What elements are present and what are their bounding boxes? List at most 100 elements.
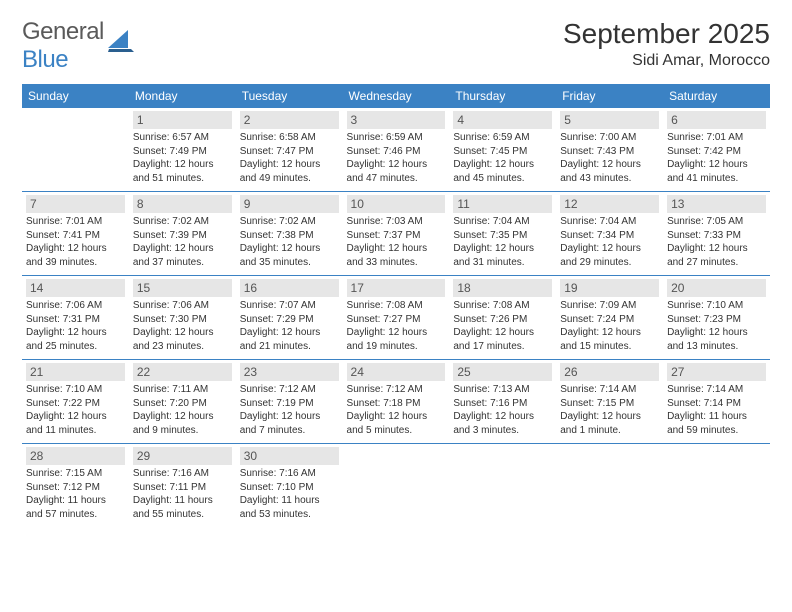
sunset-text: Sunset: 7:45 PM bbox=[453, 145, 552, 159]
day-info: Sunrise: 7:00 AMSunset: 7:43 PMDaylight:… bbox=[560, 131, 659, 185]
day-info: Sunrise: 7:06 AMSunset: 7:31 PMDaylight:… bbox=[26, 299, 125, 353]
day-header: Sunday bbox=[22, 84, 129, 108]
day-info: Sunrise: 7:03 AMSunset: 7:37 PMDaylight:… bbox=[347, 215, 446, 269]
sunset-text: Sunset: 7:23 PM bbox=[667, 313, 766, 327]
day-number: 23 bbox=[240, 363, 339, 381]
day-info: Sunrise: 7:07 AMSunset: 7:29 PMDaylight:… bbox=[240, 299, 339, 353]
daylight-text: Daylight: 12 hours and 19 minutes. bbox=[347, 326, 446, 353]
calendar-cell: 26 Sunrise: 7:14 AMSunset: 7:15 PMDayligh… bbox=[556, 360, 663, 444]
calendar-cell: 17Sunrise: 7:08 AMSunset: 7:27 PMDayligh… bbox=[343, 276, 450, 360]
day-number: 27 bbox=[667, 363, 766, 381]
sunrise-text: Sunrise: 7:02 AM bbox=[133, 215, 232, 229]
sunset-text: Sunset: 7:42 PM bbox=[667, 145, 766, 159]
calendar-table: SundayMondayTuesdayWednesdayThursdayFrid… bbox=[22, 84, 770, 527]
sunset-text: Sunset: 7:10 PM bbox=[240, 481, 339, 495]
daylight-text: Daylight: 12 hours and 15 minutes. bbox=[560, 326, 659, 353]
sunrise-text: Sunrise: 7:05 AM bbox=[667, 215, 766, 229]
daylight-text: Daylight: 12 hours and 31 minutes. bbox=[453, 242, 552, 269]
daylight-text: Daylight: 12 hours and 41 minutes. bbox=[667, 158, 766, 185]
calendar-cell: 9Sunrise: 7:02 AMSunset: 7:38 PMDaylight… bbox=[236, 192, 343, 276]
sunset-text: Sunset: 7:47 PM bbox=[240, 145, 339, 159]
daylight-text: Daylight: 12 hours and 5 minutes. bbox=[347, 410, 446, 437]
daylight-text: Daylight: 12 hours and 13 minutes. bbox=[667, 326, 766, 353]
calendar-cell: 18Sunrise: 7:08 AMSunset: 7:26 PMDayligh… bbox=[449, 276, 556, 360]
sunset-text: Sunset: 7:26 PM bbox=[453, 313, 552, 327]
day-header: Thursday bbox=[449, 84, 556, 108]
day-info: Sunrise: 7:08 AMSunset: 7:26 PMDaylight:… bbox=[453, 299, 552, 353]
sunrise-text: Sunrise: 7:01 AM bbox=[26, 215, 125, 229]
sunrise-text: Sunrise: 7:03 AM bbox=[347, 215, 446, 229]
day-header: Saturday bbox=[663, 84, 770, 108]
daylight-text: Daylight: 12 hours and 25 minutes. bbox=[26, 326, 125, 353]
day-info: Sunrise: 7:06 AMSunset: 7:30 PMDaylight:… bbox=[133, 299, 232, 353]
calendar-row: 7Sunrise: 7:01 AMSunset: 7:41 PMDaylight… bbox=[22, 192, 770, 276]
sunset-text: Sunset: 7:35 PM bbox=[453, 229, 552, 243]
day-number: 13 bbox=[667, 195, 766, 213]
calendar-cell: 1Sunrise: 6:57 AMSunset: 7:49 PMDaylight… bbox=[129, 108, 236, 192]
sunrise-text: Sunrise: 7:16 AM bbox=[133, 467, 232, 481]
day-info: Sunrise: 7:10 AMSunset: 7:22 PMDaylight:… bbox=[26, 383, 125, 437]
day-info: Sunrise: 7:01 AMSunset: 7:42 PMDaylight:… bbox=[667, 131, 766, 185]
day-info: Sunrise: 7:12 AMSunset: 7:19 PMDaylight:… bbox=[240, 383, 339, 437]
day-number: 1 bbox=[133, 111, 232, 129]
day-info: Sunrise: 7:10 AMSunset: 7:23 PMDaylight:… bbox=[667, 299, 766, 353]
calendar-cell: 4 Sunrise: 6:59 AMSunset: 7:45 PMDaylight… bbox=[449, 108, 556, 192]
sunrise-text: Sunrise: 7:06 AM bbox=[26, 299, 125, 313]
daylight-text: Daylight: 12 hours and 1 minute. bbox=[560, 410, 659, 437]
day-number: 26 bbox=[560, 363, 659, 381]
calendar-cell: 7Sunrise: 7:01 AMSunset: 7:41 PMDaylight… bbox=[22, 192, 129, 276]
calendar-cell: 15Sunrise: 7:06 AMSunset: 7:30 PMDayligh… bbox=[129, 276, 236, 360]
daylight-text: Daylight: 12 hours and 33 minutes. bbox=[347, 242, 446, 269]
calendar-cell: 6Sunrise: 7:01 AMSunset: 7:42 PMDaylight… bbox=[663, 108, 770, 192]
logo-word1: General bbox=[22, 18, 104, 45]
calendar-cell: 12Sunrise: 7:04 AMSunset: 7:34 PMDayligh… bbox=[556, 192, 663, 276]
day-number: 29 bbox=[133, 447, 232, 465]
sunrise-text: Sunrise: 6:59 AM bbox=[347, 131, 446, 145]
calendar-cell: 11Sunrise: 7:04 AMSunset: 7:35 PMDayligh… bbox=[449, 192, 556, 276]
sunrise-text: Sunrise: 7:10 AM bbox=[667, 299, 766, 313]
daylight-text: Daylight: 12 hours and 17 minutes. bbox=[453, 326, 552, 353]
logo-text: General Blue bbox=[22, 18, 104, 74]
daylight-text: Daylight: 12 hours and 39 minutes. bbox=[26, 242, 125, 269]
day-number: 12 bbox=[560, 195, 659, 213]
calendar-cell: 2Sunrise: 6:58 AMSunset: 7:47 PMDaylight… bbox=[236, 108, 343, 192]
day-number: 4 bbox=[453, 111, 552, 129]
month-title: September 2025 bbox=[563, 18, 770, 50]
sunrise-text: Sunrise: 7:00 AM bbox=[560, 131, 659, 145]
day-header: Tuesday bbox=[236, 84, 343, 108]
daylight-text: Daylight: 12 hours and 3 minutes. bbox=[453, 410, 552, 437]
calendar-cell: 5Sunrise: 7:00 AMSunset: 7:43 PMDaylight… bbox=[556, 108, 663, 192]
sunrise-text: Sunrise: 6:59 AM bbox=[453, 131, 552, 145]
sunset-text: Sunset: 7:30 PM bbox=[133, 313, 232, 327]
day-info: Sunrise: 7:14 AMSunset: 7:15 PMDaylight:… bbox=[560, 383, 659, 437]
title-block: September 2025 Sidi Amar, Morocco bbox=[563, 18, 770, 70]
calendar-cell: 8Sunrise: 7:02 AMSunset: 7:39 PMDaylight… bbox=[129, 192, 236, 276]
sunrise-text: Sunrise: 7:13 AM bbox=[453, 383, 552, 397]
sunrise-text: Sunrise: 7:12 AM bbox=[347, 383, 446, 397]
daylight-text: Daylight: 11 hours and 53 minutes. bbox=[240, 494, 339, 521]
sunset-text: Sunset: 7:41 PM bbox=[26, 229, 125, 243]
sunrise-text: Sunrise: 7:04 AM bbox=[560, 215, 659, 229]
day-info: Sunrise: 6:59 AMSunset: 7:45 PMDaylight:… bbox=[453, 131, 552, 185]
daylight-text: Daylight: 12 hours and 29 minutes. bbox=[560, 242, 659, 269]
daylight-text: Daylight: 12 hours and 9 minutes. bbox=[133, 410, 232, 437]
sunset-text: Sunset: 7:15 PM bbox=[560, 397, 659, 411]
daylight-text: Daylight: 12 hours and 7 minutes. bbox=[240, 410, 339, 437]
calendar-cell: 10Sunrise: 7:03 AMSunset: 7:37 PMDayligh… bbox=[343, 192, 450, 276]
sunset-text: Sunset: 7:39 PM bbox=[133, 229, 232, 243]
calendar-row: 14Sunrise: 7:06 AMSunset: 7:31 PMDayligh… bbox=[22, 276, 770, 360]
daylight-text: Daylight: 11 hours and 59 minutes. bbox=[667, 410, 766, 437]
sunset-text: Sunset: 7:46 PM bbox=[347, 145, 446, 159]
sunrise-text: Sunrise: 6:57 AM bbox=[133, 131, 232, 145]
sunrise-text: Sunrise: 7:08 AM bbox=[453, 299, 552, 313]
calendar-cell: 16Sunrise: 7:07 AMSunset: 7:29 PMDayligh… bbox=[236, 276, 343, 360]
location: Sidi Amar, Morocco bbox=[563, 52, 770, 70]
sunset-text: Sunset: 7:16 PM bbox=[453, 397, 552, 411]
sunset-text: Sunset: 7:43 PM bbox=[560, 145, 659, 159]
daylight-text: Daylight: 12 hours and 11 minutes. bbox=[26, 410, 125, 437]
day-number: 17 bbox=[347, 279, 446, 297]
sunset-text: Sunset: 7:37 PM bbox=[347, 229, 446, 243]
day-info: Sunrise: 6:59 AMSunset: 7:46 PMDaylight:… bbox=[347, 131, 446, 185]
day-header: Wednesday bbox=[343, 84, 450, 108]
calendar-cell bbox=[663, 444, 770, 528]
